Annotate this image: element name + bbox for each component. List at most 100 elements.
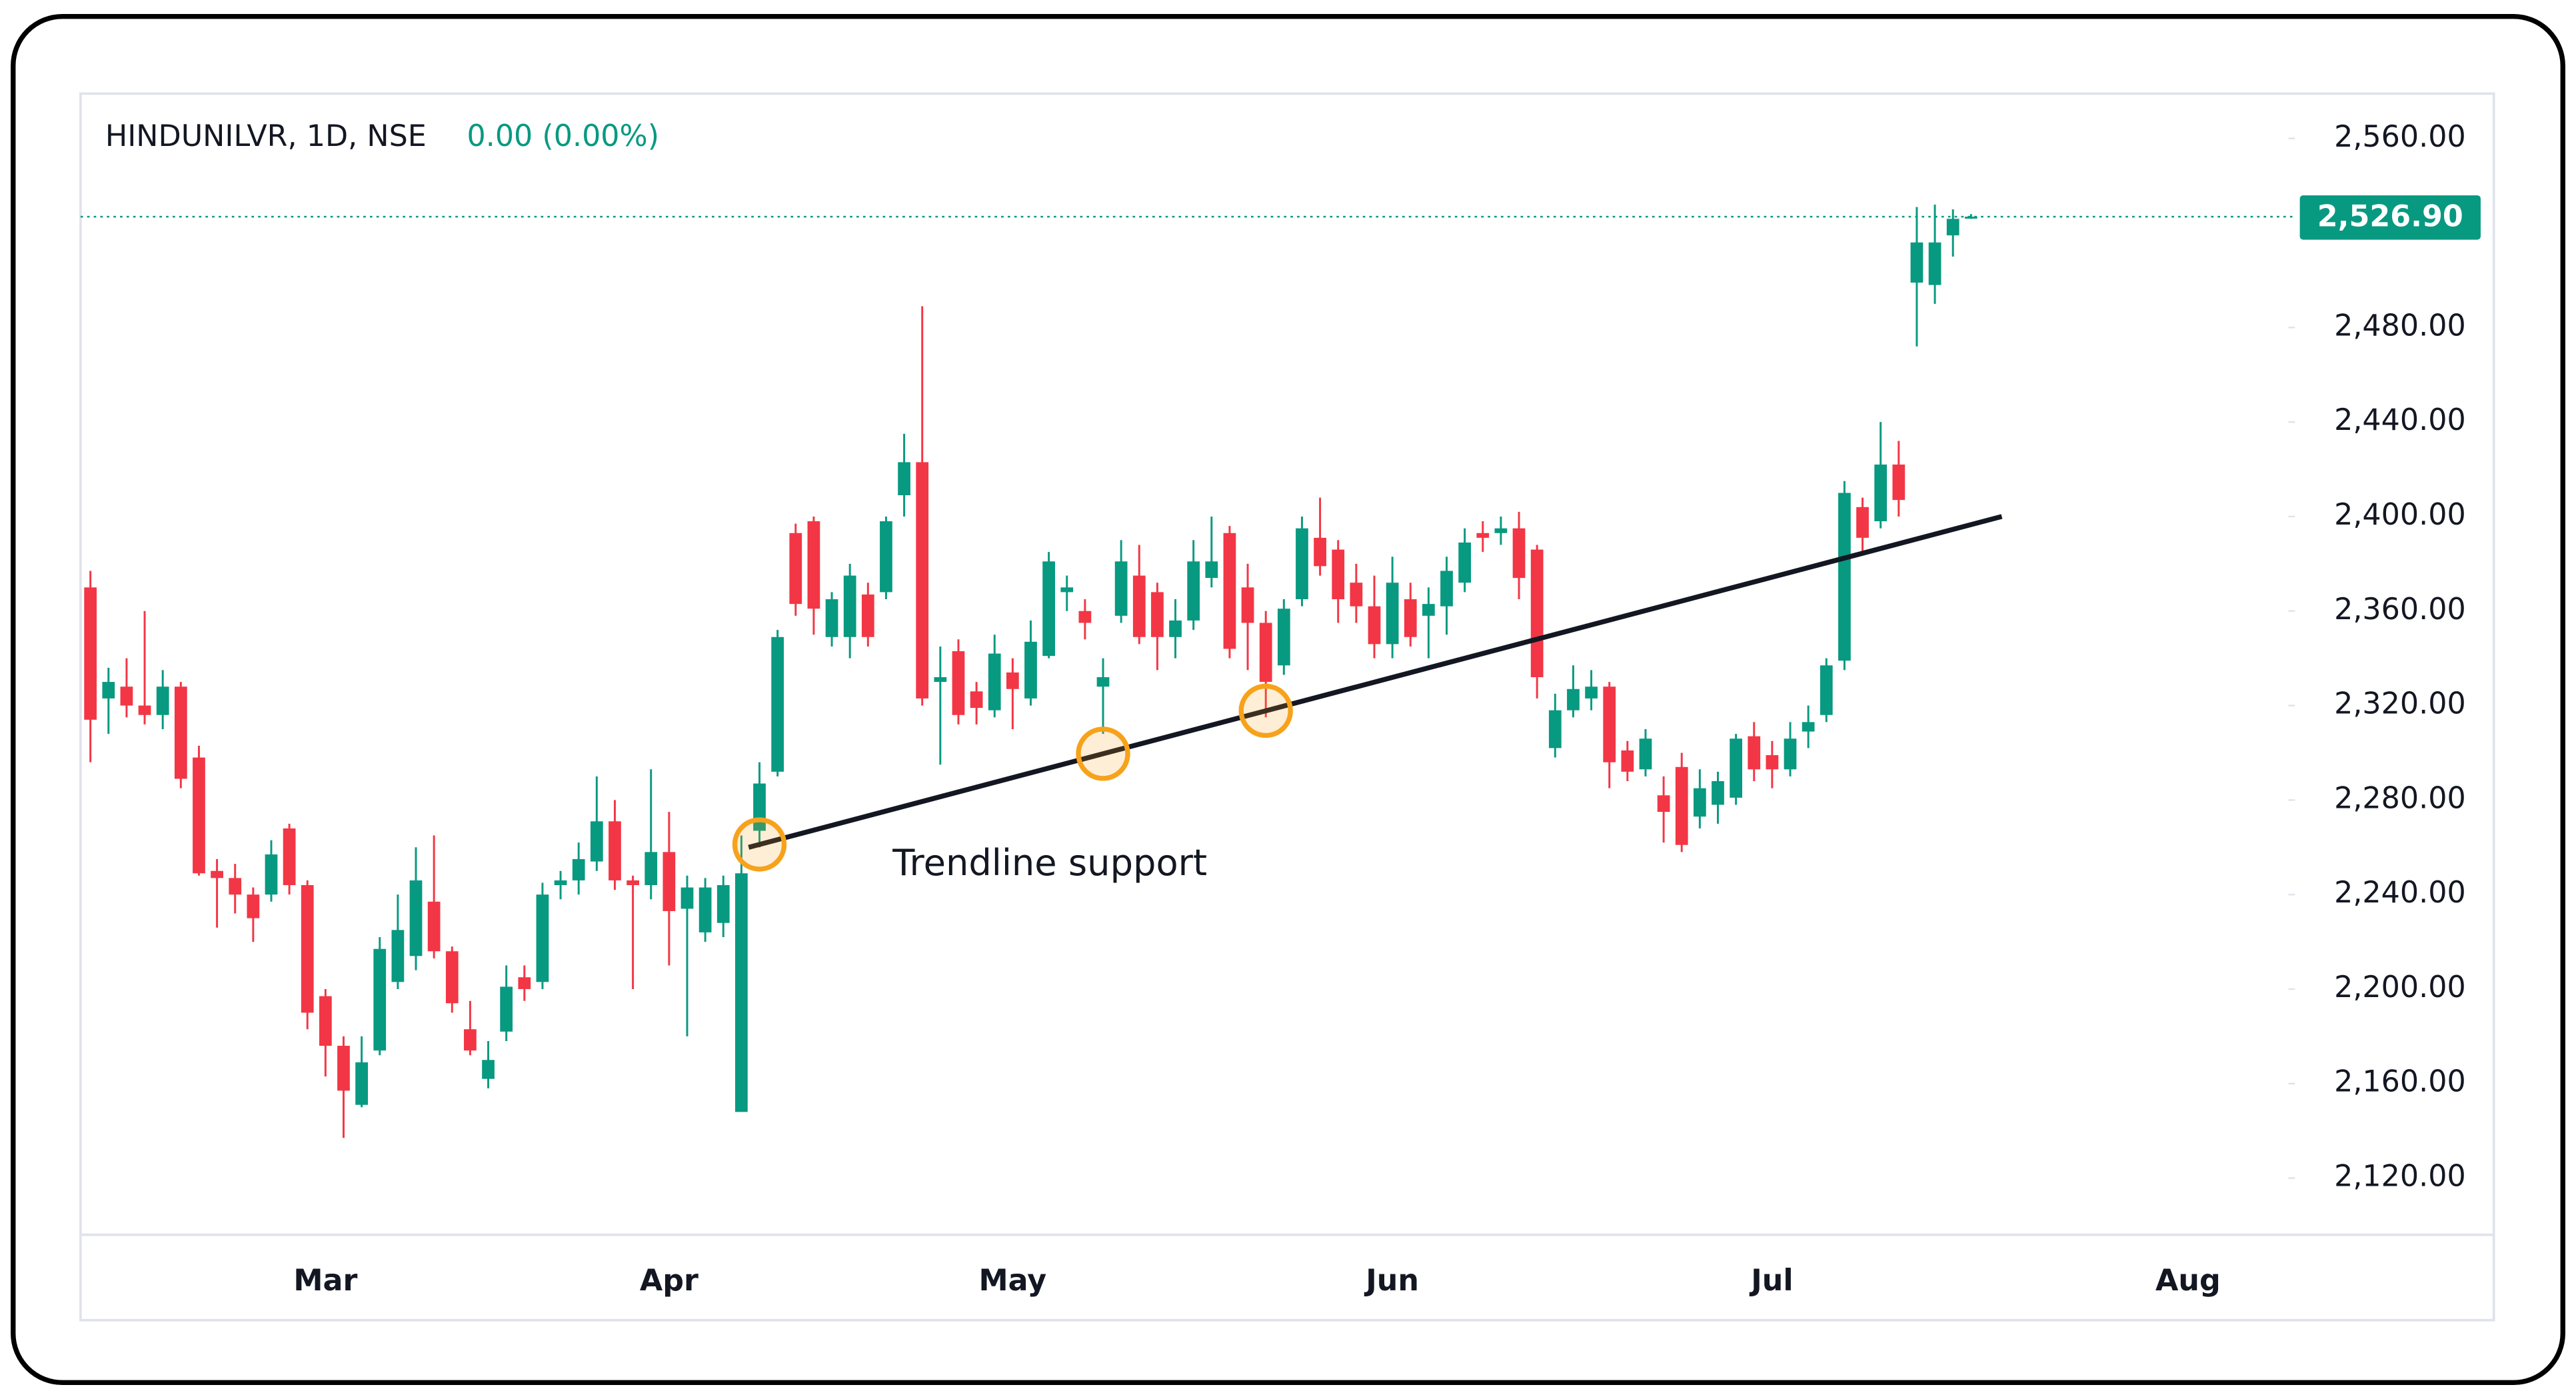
candle-body	[789, 533, 802, 605]
y-tick-label: 2,320.00	[2334, 687, 2466, 721]
candle-body	[1476, 533, 1490, 538]
candle-body	[1946, 219, 1959, 236]
candle-body	[1024, 641, 1037, 699]
candle-body	[409, 880, 423, 956]
candle-body	[84, 587, 97, 720]
candle-body	[337, 1046, 350, 1091]
candle-body	[627, 880, 639, 885]
last-price-label: 2,526.90	[2317, 200, 2463, 234]
candle-body	[427, 901, 441, 952]
candle-body	[1548, 710, 1562, 748]
candle-body	[1856, 507, 1869, 538]
candle-body	[193, 757, 205, 874]
candle-body	[716, 884, 730, 923]
candle-body	[609, 821, 621, 880]
candle-body	[1802, 722, 1815, 732]
plot	[84, 205, 1977, 1138]
touch-marker	[732, 817, 787, 872]
candle-body	[1205, 561, 1218, 579]
candle-body	[916, 462, 929, 699]
candle-body	[861, 594, 874, 637]
candle-body	[1151, 592, 1164, 637]
candle-body	[1060, 587, 1074, 593]
candle-body	[265, 854, 278, 895]
candle-body	[518, 977, 531, 989]
y-tick-label: 2,360.00	[2334, 593, 2466, 627]
candle-body	[1494, 528, 1508, 533]
candle-body	[934, 677, 947, 683]
candle-body	[500, 986, 513, 1032]
candle-body	[1567, 689, 1580, 710]
candle-body	[1368, 606, 1381, 645]
candle-body	[1603, 687, 1616, 762]
candle-body	[1006, 672, 1019, 689]
candle-body	[536, 894, 549, 982]
candle-body	[1187, 561, 1200, 621]
candle-body	[1169, 620, 1182, 637]
candle-body	[590, 821, 603, 862]
touch-marker	[1076, 726, 1130, 781]
candle-body	[1621, 750, 1634, 772]
candle-body	[482, 1060, 495, 1079]
candle-body	[229, 878, 242, 895]
candle-body	[680, 887, 694, 909]
candle-body	[138, 705, 151, 715]
candle-body	[1910, 242, 1924, 283]
candle-body	[1458, 542, 1472, 583]
candle-body	[211, 870, 223, 878]
candle-body	[771, 637, 784, 772]
candle-body	[644, 852, 658, 885]
candle-body	[355, 1062, 369, 1105]
candle-body	[1440, 571, 1453, 607]
candle-body	[464, 1029, 477, 1051]
candle-body	[1078, 611, 1092, 623]
candle-body	[247, 894, 260, 918]
candle-body	[1675, 766, 1688, 845]
chart-title: HINDUNILVR, 1D, NSE	[105, 119, 427, 153]
candle-body	[1114, 561, 1128, 616]
candle-body	[698, 887, 712, 932]
candle-body	[898, 462, 910, 496]
candle-body	[988, 653, 1001, 710]
candle-body	[120, 687, 133, 706]
x-tick-label: Jul	[1749, 1264, 1793, 1298]
candle-body	[1296, 528, 1308, 600]
candle-body	[283, 828, 296, 885]
x-tick-label: Aug	[2155, 1264, 2221, 1298]
candle-body	[373, 948, 387, 1051]
y-tick-label: 2,120.00	[2334, 1160, 2466, 1194]
candle-body	[1712, 781, 1724, 805]
x-tick-label: May	[979, 1264, 1047, 1298]
trendline	[748, 514, 2003, 850]
candle-body	[1350, 583, 1363, 607]
candle-body	[1748, 736, 1761, 770]
candle-body	[1820, 665, 1833, 715]
y-tick-label: 2,400.00	[2334, 498, 2466, 532]
candle-body	[102, 682, 115, 699]
candle-body	[662, 852, 676, 911]
last-price-badge	[2299, 195, 2481, 240]
y-tick-label: 2,440.00	[2334, 403, 2466, 437]
candle-body	[1512, 528, 1526, 579]
y-tick-label: 2,480.00	[2334, 309, 2466, 343]
candle-body	[1132, 575, 1146, 637]
candle-body	[174, 687, 187, 779]
candle-body	[1693, 788, 1706, 817]
candle-body	[1386, 583, 1399, 645]
y-tick-label: 2,560.00	[2334, 120, 2466, 154]
candle-body	[1404, 599, 1417, 637]
candle-body	[825, 599, 838, 637]
candle-body	[1332, 549, 1345, 600]
x-tick-label: Mar	[293, 1264, 357, 1298]
candle-body	[1042, 561, 1055, 657]
candle-body	[1314, 537, 1326, 567]
candle-body	[301, 884, 314, 1013]
candle-body	[735, 873, 748, 1112]
candle-body	[1964, 217, 1977, 219]
candle-body	[1838, 493, 1851, 661]
y-tick-label: 2,240.00	[2334, 876, 2466, 910]
candle-body	[970, 691, 983, 708]
candle-body	[807, 521, 820, 609]
candle-body	[319, 996, 332, 1046]
